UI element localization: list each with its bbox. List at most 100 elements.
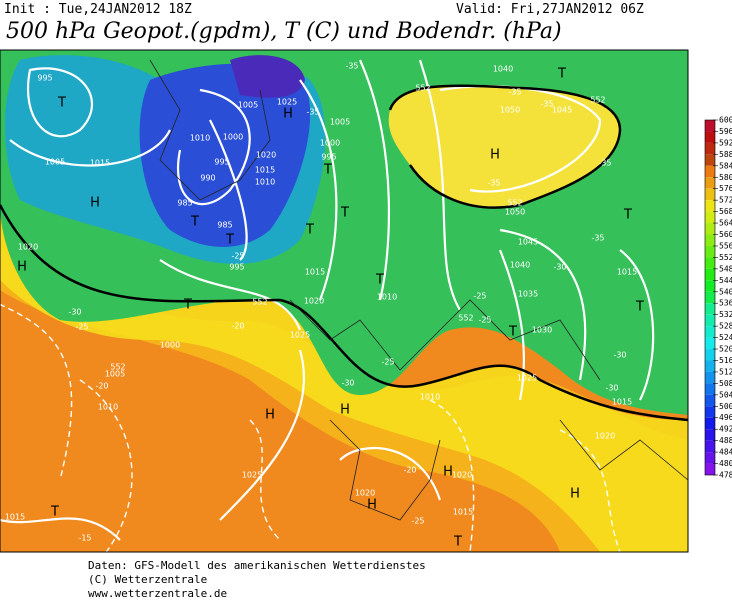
contour-label: 1000	[223, 133, 243, 142]
pressure-center: T	[57, 96, 66, 111]
colorbar-cell	[705, 188, 715, 201]
colorbar-label: 540	[719, 287, 732, 296]
contour-label: -35	[591, 234, 604, 243]
map-title: 500 hPa Geopot.(gpdm), T (C) und Bodendr…	[6, 19, 562, 44]
colorbar-cell	[705, 280, 715, 292]
pressure-center: H	[367, 498, 377, 513]
colorbar-label: 588	[719, 150, 732, 159]
colorbar-label: 512	[719, 367, 732, 376]
colorbar-label: 528	[719, 322, 732, 331]
contour-label: -15	[78, 534, 91, 543]
contour-label: 995	[321, 153, 336, 162]
pressure-center: T	[225, 233, 234, 248]
pressure-center: T	[375, 273, 384, 288]
contour-label: 552	[458, 314, 473, 323]
pressure-center: T	[453, 535, 462, 550]
colorbar-cell	[705, 429, 715, 441]
colorbar-cell	[705, 291, 715, 304]
contour-label: -25	[231, 252, 244, 261]
colorbar-cell	[705, 314, 715, 327]
pressure-center: T	[305, 223, 314, 238]
colorbar-cell	[705, 268, 715, 281]
colorbar-label: 584	[719, 161, 732, 170]
contour-label: 552	[415, 84, 430, 93]
contour-label: 1005	[238, 101, 258, 110]
contour-label: 1005	[330, 118, 350, 127]
colorbar-cell	[705, 223, 715, 235]
pressure-center: T	[50, 505, 59, 520]
contour-label: 995	[229, 263, 244, 272]
contour-label: 1015	[90, 159, 110, 168]
pressure-center: H	[17, 260, 27, 275]
contour-label: 1025	[242, 471, 262, 480]
pressure-center: T	[557, 67, 566, 82]
colorbar-label: 564	[719, 219, 732, 228]
contour-label: 1015	[453, 508, 473, 517]
contour-label: -30	[553, 263, 566, 272]
contour-label: 1040	[510, 261, 530, 270]
pressure-center: T	[323, 163, 332, 178]
colorbar-label: 536	[719, 299, 732, 308]
contour-label: 1045	[552, 106, 572, 115]
colorbar-cell	[705, 452, 715, 464]
colorbar-label: 544	[719, 276, 732, 285]
contour-label: 995	[214, 158, 229, 167]
colorbar-label: 532	[719, 310, 732, 319]
contour-label: -35	[306, 108, 319, 117]
colorbar-label: 524	[719, 333, 732, 342]
contour-label: 1005	[105, 370, 125, 379]
contour-label: -30	[68, 308, 81, 317]
colorbar-cell	[705, 360, 715, 372]
colorbar-label: 552	[719, 253, 732, 262]
colorbar-label: 504	[719, 390, 732, 399]
footer-line: www.wetterzentrale.de	[88, 587, 227, 600]
pressure-center: T	[183, 298, 192, 313]
colorbar-cell	[705, 337, 715, 350]
contour-label: 1015	[305, 268, 325, 277]
colorbar-label: 500	[719, 402, 732, 411]
contour-label: 985	[217, 221, 232, 230]
colorbar-cell	[705, 257, 715, 269]
contour-label: 1015	[617, 268, 637, 277]
colorbar-cell	[705, 440, 715, 453]
colorbar-cell	[705, 131, 715, 143]
contour-label: -20	[231, 322, 244, 331]
colorbar-label: 520	[719, 345, 732, 354]
colorbar-label: 484	[719, 448, 732, 457]
contour-label: -20	[403, 466, 416, 475]
colorbar-cell	[705, 120, 715, 132]
colorbar-cell	[705, 349, 715, 361]
footer-line: Daten: GFS-Modell des amerikanischen Wet…	[88, 559, 426, 572]
pressure-center: H	[443, 465, 453, 480]
contour-label: 1020	[256, 151, 276, 160]
colorbar-label: 580	[719, 173, 732, 182]
init-time: Init : Tue,24JAN2012 18Z	[4, 2, 192, 17]
contour-label: -35	[598, 159, 611, 168]
colorbar-label: 556	[719, 241, 732, 250]
contour-label: 1025	[290, 331, 310, 340]
contour-label: 1000	[160, 341, 180, 350]
contour-label: -30	[613, 351, 626, 360]
colorbar-cell	[705, 200, 715, 212]
contour-label: -25	[75, 323, 88, 332]
contour-label: -35	[508, 88, 521, 97]
contour-label: 1025	[277, 98, 297, 107]
colorbar-cell	[705, 154, 715, 166]
pressure-center: H	[340, 403, 350, 418]
contour-label: 1040	[493, 65, 513, 74]
contour-label: 552	[110, 363, 125, 372]
colorbar: 600 596 592 588 584 580 576 572 568 564 560 556 552 5…	[704, 116, 732, 480]
colorbar-cell	[705, 383, 715, 395]
contour-label: -35	[345, 62, 358, 71]
colorbar-cell	[705, 234, 715, 246]
colorbar-frame	[704, 119, 716, 476]
contour-label: 1050	[505, 208, 525, 217]
colorbar-label: 596	[719, 127, 732, 136]
colorbar-cell	[705, 142, 715, 155]
contour-label: 1020	[452, 471, 472, 480]
contour-label: -25	[411, 517, 424, 526]
pressure-center: H	[90, 196, 100, 211]
pressure-center: T	[635, 300, 644, 315]
contour-label: -35	[487, 179, 500, 188]
